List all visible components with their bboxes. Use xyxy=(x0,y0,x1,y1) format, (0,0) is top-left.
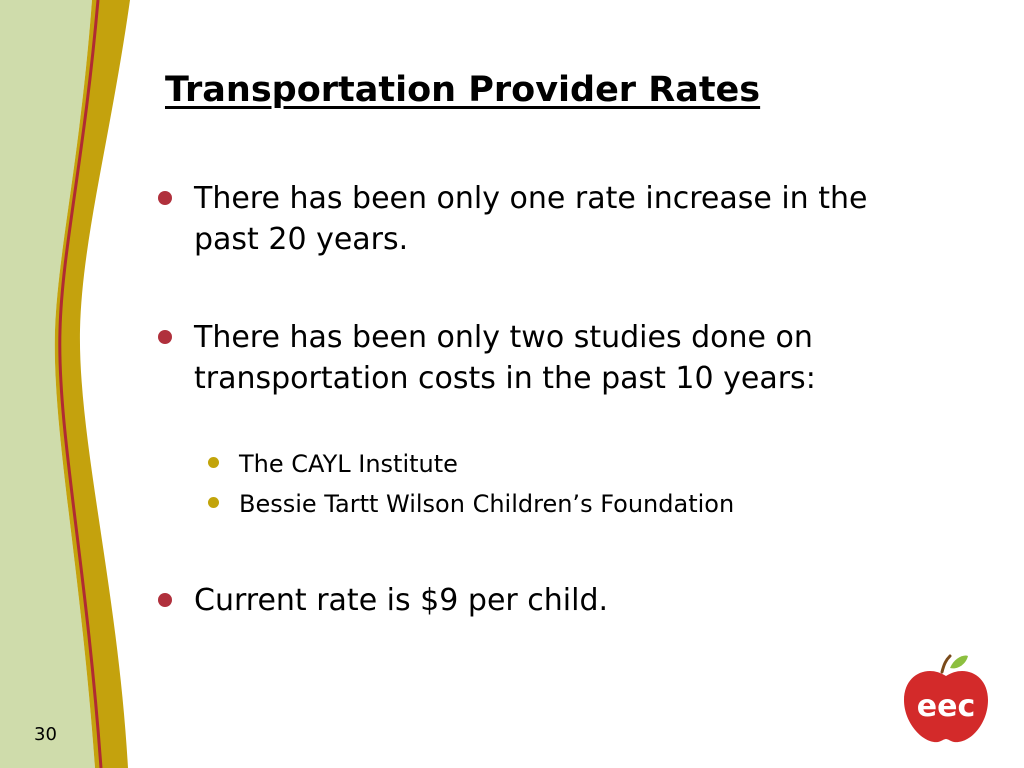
bullet-dot-icon xyxy=(158,593,172,607)
bullet-item: There has been only one rate increase in… xyxy=(158,178,914,260)
sidebar-red-line xyxy=(58,0,103,768)
sub-bullet-text: Bessie Tartt Wilson Children’s Foundatio… xyxy=(239,490,735,518)
bullet-text: Current rate is $9 per child. xyxy=(194,583,609,618)
sub-bullet-text: The CAYL Institute xyxy=(239,450,458,478)
bullet-item: Current rate is $9 per child. xyxy=(158,580,914,621)
bullet-item: There has been only two studies done on … xyxy=(158,317,914,399)
bullet-dot-icon xyxy=(158,191,172,205)
logo-text: eec xyxy=(917,689,975,724)
sub-bullet-item: The CAYL Institute xyxy=(208,446,458,482)
sub-bullet-dot-icon xyxy=(208,497,219,508)
apple-icon xyxy=(904,654,988,743)
sub-bullet-item: Bessie Tartt Wilson Children’s Foundatio… xyxy=(208,486,734,522)
sidebar-green-panel xyxy=(0,0,95,768)
decorative-sidebar xyxy=(0,0,130,768)
sub-bullet-dot-icon xyxy=(208,457,219,468)
bullet-text: There has been only two studies done on … xyxy=(194,320,816,396)
page-number: 30 xyxy=(34,724,57,745)
slide-title: Transportation Provider Rates xyxy=(165,70,761,110)
bullet-text: There has been only one rate increase in… xyxy=(194,181,868,257)
bullet-dot-icon xyxy=(158,330,172,344)
eec-logo: eec xyxy=(904,654,988,743)
